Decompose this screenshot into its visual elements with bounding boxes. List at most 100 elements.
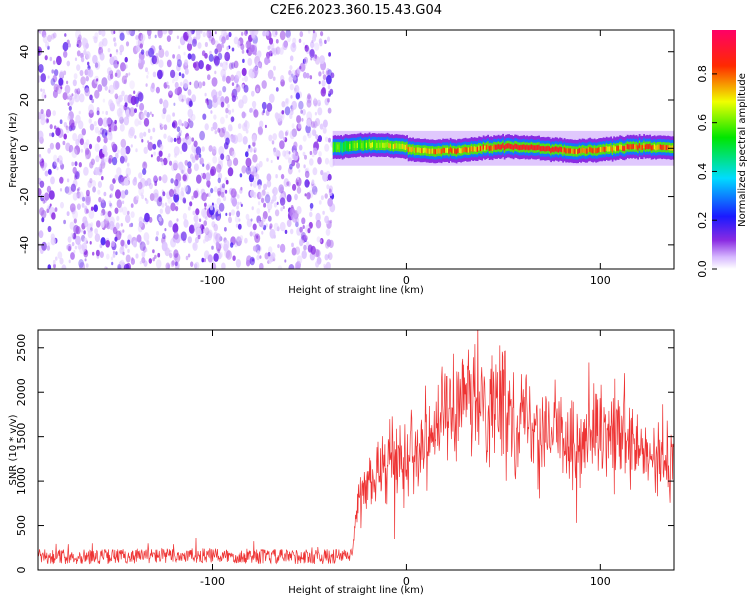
noise-blob [242,136,248,145]
noise-blob [199,130,206,141]
noise-blob [312,147,318,156]
signal-cell [647,144,650,150]
signal-cell [556,146,558,152]
noise-blob [46,118,49,123]
noise-blob [211,146,217,154]
noise-blob [194,236,199,244]
noise-blob [184,68,189,75]
noise-blob [107,117,112,125]
noise-blob [299,31,304,38]
noise-blob [254,84,261,94]
noise-blob [208,53,214,62]
noise-blob [280,79,285,87]
noise-blob [47,147,51,154]
noise-blob [93,204,98,212]
noise-blob [305,72,310,79]
noise-blob [99,129,102,133]
noise-blob [53,159,59,167]
spectrogram-ylabel: Frequency (Hz) [8,112,19,188]
noise-blob [320,195,324,201]
noise-blob [328,52,331,57]
noise-blob [71,242,75,247]
noise-blob [216,163,222,173]
noise-blob [268,59,271,64]
noise-blob [113,59,119,69]
noise-blob [314,118,321,127]
signal-cell [607,146,609,152]
noise-blob [320,88,326,97]
noise-blob [322,70,325,75]
noise-blob [51,33,55,40]
noise-blob [96,107,100,112]
noise-blob [140,33,146,42]
noise-blob [260,197,265,204]
noise-blob [113,250,115,255]
noise-blob [176,59,182,68]
noise-blob [136,234,142,243]
noise-blob [139,132,144,139]
noise-blob [105,157,109,163]
noise-blob [291,242,294,248]
noise-blob [143,110,148,116]
noise-blob [72,232,77,240]
noise-blob [187,206,191,211]
signal-cell [644,144,647,150]
signal-cell [475,146,477,152]
noise-blob [56,158,60,163]
signal-cell [578,147,581,153]
noise-blob [63,133,67,140]
signal-cell [422,148,425,154]
signal-cell [365,142,368,148]
noise-blob [212,122,218,130]
noise-blob [227,167,234,177]
noise-blob [119,32,125,41]
signal-cell [334,144,336,150]
noise-blob [306,192,311,200]
noise-blob [319,123,324,130]
noise-blob [120,138,127,148]
noise-blob [311,179,315,185]
signal-band [332,130,674,166]
noise-blob [259,262,264,269]
noise-blob [99,52,105,61]
noise-blob [101,128,108,139]
noise-blob [135,103,139,108]
noise-blob [64,33,67,37]
noise-blob [169,249,172,253]
noise-blob [322,172,329,182]
signal-cell [479,145,482,151]
noise-blob [187,89,192,96]
signal-cell [383,142,386,148]
snr-frame [37,329,675,571]
noise-blob [38,154,42,158]
noise-blob [47,168,52,175]
signal-cell [476,146,479,152]
signal-cell [668,145,671,151]
noise-blob [298,38,302,43]
noise-blob [176,126,181,133]
noise-blob [152,143,157,150]
noise-blob [272,194,277,202]
noise-blob [248,34,253,43]
noise-blob [191,156,196,163]
noise-blob [264,194,271,204]
noise-blob [89,94,93,101]
noise-blob [315,212,321,222]
noise-blob [170,237,177,248]
signal-cell [478,145,480,151]
noise-blob [111,240,115,247]
noise-blob [301,217,306,225]
noise-blob [256,88,259,93]
signal-cell [494,144,497,150]
signal-cell [410,147,413,153]
noise-blob [207,192,211,198]
noise-blob [125,73,129,78]
noise-blob [178,72,182,77]
noise-blob [251,206,254,211]
noise-blob [107,210,112,218]
noise-blob [291,159,296,167]
noise-blob [236,70,242,80]
noise-blob [307,181,310,185]
noise-blob [97,84,103,92]
